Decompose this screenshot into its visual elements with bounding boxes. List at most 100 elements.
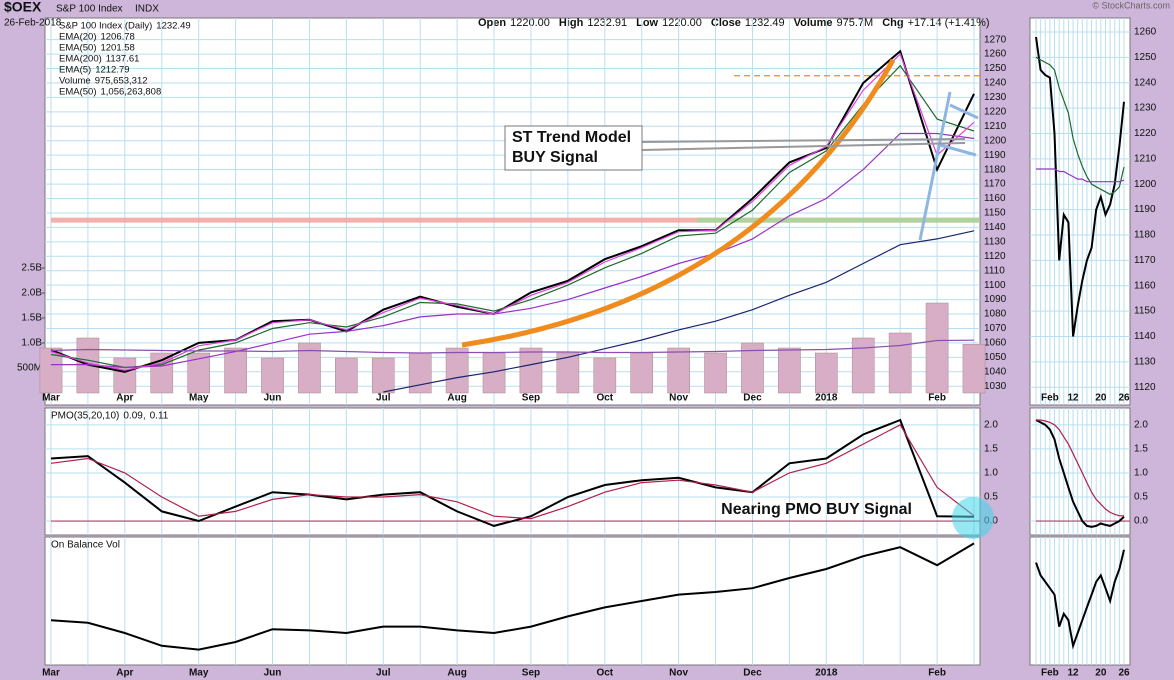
volume-bar <box>335 357 358 394</box>
y-tick-label: 1.0 <box>984 468 998 479</box>
quote-value: 975.7M <box>837 17 874 29</box>
channel-line <box>939 143 977 157</box>
trend-curve <box>461 58 896 348</box>
y-tick-label: 1110 <box>984 265 1005 276</box>
plot-layer: 1030 1040 1050 1060 1070 1080 1090 1100 1110 1120… <box>17 18 1157 679</box>
volume-bar <box>298 342 321 394</box>
y2-tick-label: 500M <box>17 363 42 374</box>
quote-label: Close <box>711 17 741 29</box>
x-tick-label: Oct <box>596 668 613 679</box>
obv-panel <box>44 536 981 666</box>
legend-value: 1201.58 <box>100 43 134 54</box>
x-tick-label: 2018 <box>815 668 838 679</box>
volume-bar <box>667 347 690 394</box>
x-tick-label: Jun <box>264 668 282 679</box>
x-tick-label: 20 <box>1095 668 1107 679</box>
volume-bar <box>593 357 617 394</box>
y-tick-label: 1060 <box>984 338 1007 349</box>
volume-bar <box>519 347 543 394</box>
series-line <box>50 542 975 651</box>
side-obv-panel <box>1029 536 1131 666</box>
callout-line <box>641 142 966 151</box>
legend-value: 0.11 <box>150 411 169 422</box>
quote-label: Volume <box>794 17 833 29</box>
volume-bar <box>445 347 469 394</box>
series-line <box>1035 36 1125 337</box>
y-tick-label: 0.0 <box>1134 516 1148 527</box>
volume-bar <box>113 357 137 394</box>
x-tick-label: Feb <box>928 668 946 679</box>
volume-bar <box>704 352 727 394</box>
legend-name: Volume <box>59 76 91 87</box>
series-line <box>1035 56 1125 196</box>
volume-bar <box>630 352 654 394</box>
y-tick-label: 1270 <box>984 34 1007 45</box>
legend-name: EMA(50) <box>59 87 96 98</box>
y-tick-label: 1260 <box>984 49 1007 60</box>
quote-value: 1220.00 <box>510 17 550 29</box>
legend-value: 1137.61 <box>106 54 140 65</box>
y-tick-label: 1150 <box>984 208 1006 219</box>
x-tick-label: May <box>189 393 209 404</box>
series-line <box>50 49 975 373</box>
series-line <box>1035 419 1125 528</box>
x-tick-label: Apr <box>116 668 133 679</box>
y-tick-label: 1240 <box>1134 77 1157 88</box>
x-tick-label: Sep <box>522 668 540 679</box>
quote-label: Open <box>478 17 506 29</box>
quote-value: 1220.00 <box>662 17 702 29</box>
y-tick-label: 1130 <box>1134 356 1156 367</box>
volume-bar <box>187 352 211 394</box>
callout-box <box>504 125 643 171</box>
x-tick-label: Mar <box>42 668 60 679</box>
y-tick-label: 1190 <box>1134 204 1156 215</box>
y-tick-label: 1150 <box>1134 306 1156 317</box>
series-line <box>50 339 975 354</box>
series-line <box>1036 168 1125 183</box>
series-line <box>383 230 975 393</box>
x-tick-label: 12 <box>1067 668 1079 679</box>
x-tick-label: Feb <box>1041 668 1059 679</box>
series-line <box>50 64 975 369</box>
date: 26-Feb-2018 <box>4 18 62 29</box>
y-tick-label: 1.0 <box>1134 468 1148 479</box>
quote-label: High <box>559 17 584 29</box>
x-tick-label: Nov <box>669 668 688 679</box>
series-line <box>50 53 975 371</box>
legend-value: 1232.49 <box>156 21 190 32</box>
x-tick-label: Feb <box>928 393 946 404</box>
y-tick-label: 1230 <box>1134 103 1157 114</box>
y-tick-label: 1050 <box>984 352 1007 363</box>
y-tick-label: 1250 <box>1134 52 1157 63</box>
annotation: BUY Signal <box>512 149 598 166</box>
y-tick-label: 1160 <box>984 193 1006 204</box>
y-tick-label: 1170 <box>984 179 1006 190</box>
legend-title: PMO(35,20,10) <box>51 411 119 422</box>
credit: © StockCharts.com <box>1092 0 1170 10</box>
series-line <box>50 418 975 527</box>
y-tick-label: 2.0 <box>984 419 998 430</box>
x-tick-label: Feb <box>1041 393 1059 404</box>
volume-bar <box>408 352 432 394</box>
y-tick-label: 1100 <box>984 280 1006 291</box>
drawings <box>461 58 994 539</box>
y-tick-label: 1250 <box>984 63 1007 74</box>
y-tick-label: 1140 <box>984 222 1006 233</box>
quote-label: Low <box>636 17 658 29</box>
x-tick-label: Aug <box>447 393 466 404</box>
legend-name: S&P 100 Index (Daily) <box>59 21 152 32</box>
x-tick-label: 20 <box>1095 393 1107 404</box>
y-tick-label: 1.5 <box>1134 444 1148 455</box>
quote-value: +17.14 (+1.41%) <box>908 17 990 29</box>
y-tick-label: 1170 <box>1134 255 1156 266</box>
y-tick-label: 0.5 <box>1134 492 1148 503</box>
x-tick-label: 26 <box>1118 668 1130 679</box>
y-tick-label: 1240 <box>984 78 1007 89</box>
y-tick-label: 1120 <box>1134 382 1156 393</box>
y-tick-label: 1180 <box>984 164 1006 175</box>
pmo-panel <box>44 407 981 536</box>
quote: Open 1220.00 High 1232.91 Low 1220.00 Close 123… <box>478 17 990 29</box>
y2-tick-label: 2.0B <box>21 288 42 299</box>
legend-value: 0.09, <box>123 411 145 422</box>
